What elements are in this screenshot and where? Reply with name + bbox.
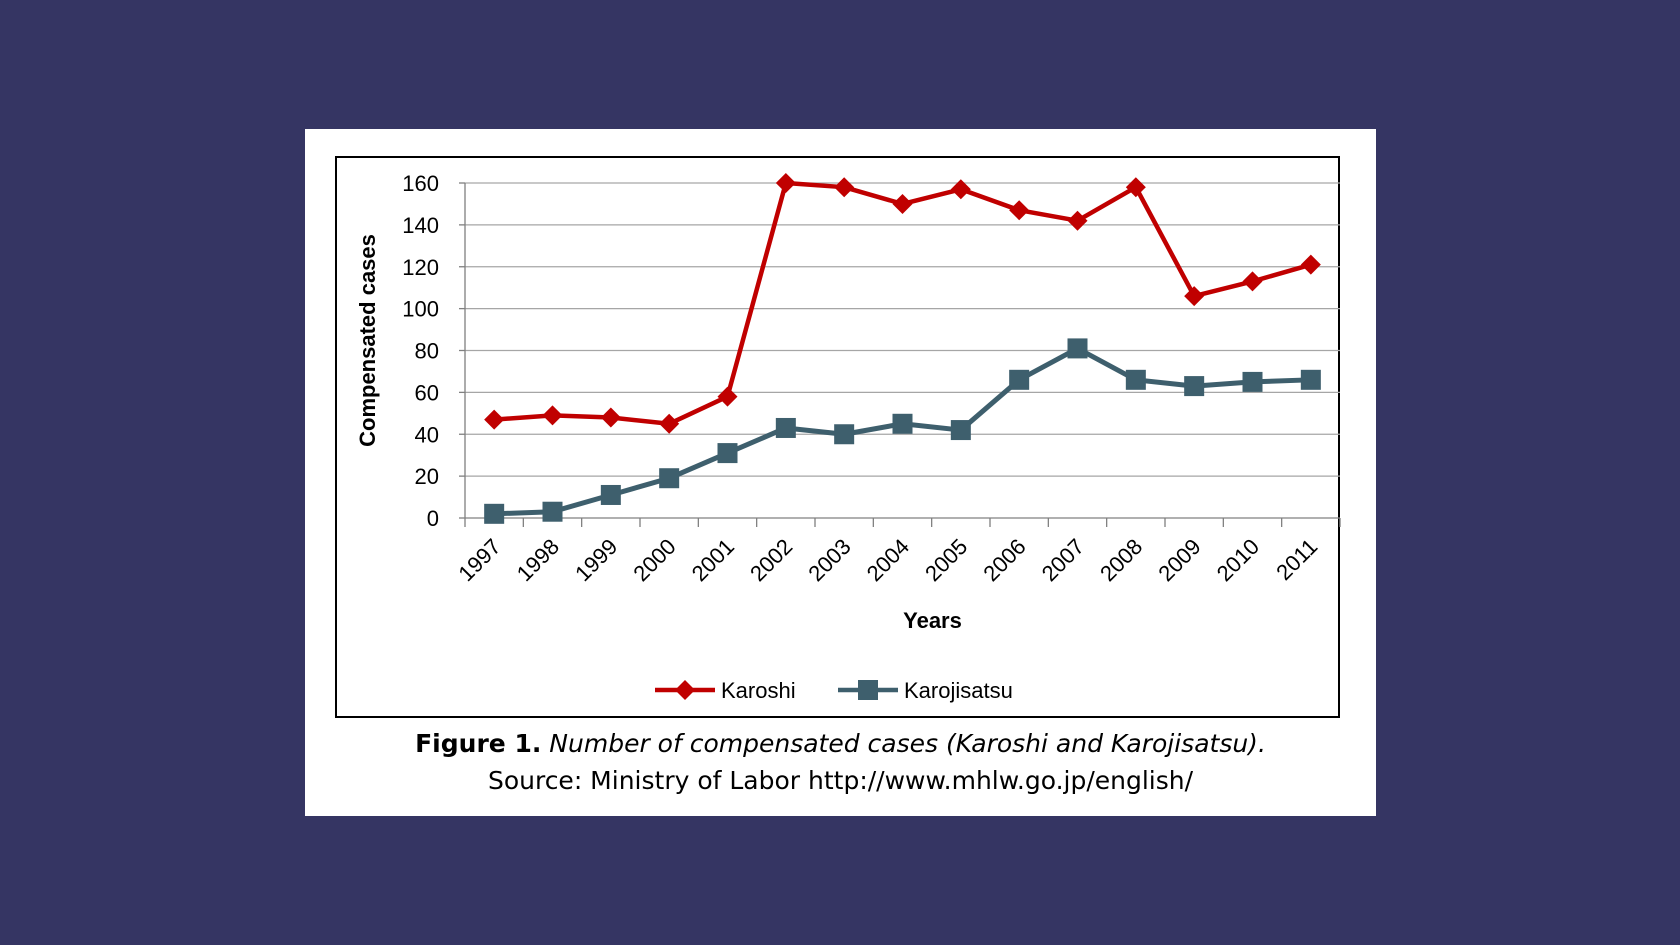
x-tick-label: 1999 [570,534,622,586]
data-point-karojisatsu [1125,369,1146,390]
chart-frame: 0 20 40 60 80 100 120 140 160 1997 1998 1999 2000 200… [335,156,1341,718]
data-point-karojisatsu [1067,338,1088,359]
data-point-karoshi [892,193,913,214]
data-point-karoshi [775,173,796,193]
y-tick-label: 100 [402,297,439,322]
legend-swatch-marker [858,680,878,700]
x-tick-label: 2004 [862,534,914,586]
legend-label: Karojisatsu [904,678,1013,703]
data-point-karojisatsu [950,420,971,441]
data-point-karojisatsu [1242,371,1263,392]
data-point-karojisatsu [484,503,505,524]
caption-label: Figure 1. [415,729,542,758]
data-point-karojisatsu [1300,369,1321,390]
data-point-karoshi [659,413,680,434]
data-point-karoshi [542,405,563,426]
data-point-karojisatsu [834,424,855,445]
data-point-karoshi [1300,254,1321,275]
data-point-karojisatsu [892,413,913,434]
caption-title: Number of compensated cases (Karoshi and… [549,729,1266,758]
data-point-karojisatsu [542,501,563,522]
legend-swatch-marker [675,680,695,700]
x-axis-title: Years [903,608,962,633]
y-tick-label: 160 [402,171,439,196]
y-tick-label: 0 [427,506,439,531]
data-point-karojisatsu [775,417,796,438]
x-tick-label: 1997 [453,534,505,586]
legend-label: Karoshi [721,678,796,703]
y-tick-label: 80 [415,339,439,364]
x-tick-label: 2011 [1271,534,1322,585]
y-tick-label: 60 [415,380,439,405]
x-tick-label: 2000 [628,534,680,586]
x-tick-label: 2003 [803,534,855,586]
figure-card: 0 20 40 60 80 100 120 140 160 1997 1998 1999 2000 200… [305,129,1376,816]
data-point-karojisatsu [1184,376,1205,397]
data-point-karoshi [1184,286,1205,307]
data-point-karoshi [1009,200,1030,221]
data-point-karojisatsu [600,484,621,505]
x-tick-label: 2005 [920,534,972,586]
x-tick-label: 2009 [1153,534,1205,586]
data-point-karoshi [717,386,738,407]
x-tick-label: 1998 [512,534,564,586]
data-point-karoshi [1067,210,1088,231]
x-tick-label: 2008 [1095,534,1147,586]
figure-caption: Figure 1. Number of compensated cases (K… [305,729,1376,758]
data-point-karoshi [1125,177,1146,198]
caption-source: Source: Ministry of Labor http://www.mhl… [487,766,1194,795]
data-point-karoshi [834,177,855,198]
y-tick-label: 140 [402,213,439,238]
data-point-karoshi [484,409,505,430]
data-point-karojisatsu [1009,369,1030,390]
x-tick-label: 2010 [1212,534,1264,586]
data-point-karojisatsu [717,443,738,464]
y-tick-label: 40 [415,422,439,447]
data-point-karoshi [1242,271,1263,292]
x-tick-label: 2006 [978,534,1030,586]
y-tick-label: 120 [402,255,439,280]
y-tick-label: 20 [415,464,439,489]
data-point-karoshi [950,179,971,200]
y-axis-title: Compensated cases [355,234,380,447]
data-point-karojisatsu [659,468,680,489]
x-tick-label: 2007 [1037,534,1089,586]
data-point-karoshi [600,407,621,428]
x-tick-label: 2002 [745,534,797,586]
x-tick-label: 2001 [687,534,739,586]
